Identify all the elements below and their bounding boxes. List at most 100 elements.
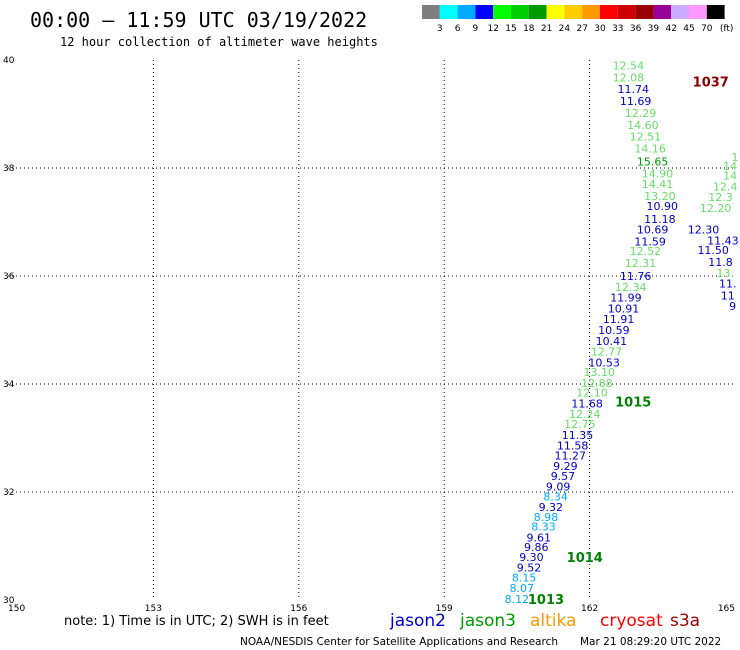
- wave-height-label: 12.3: [708, 191, 733, 204]
- wave-height-label: 12.51: [630, 131, 662, 144]
- color-scale-label: 15: [505, 24, 516, 34]
- color-swatch: [493, 5, 511, 19]
- wave-height-label: 10.41: [596, 335, 628, 348]
- wave-height-label: 9.29: [553, 460, 578, 473]
- wave-height-label: 13.10: [584, 366, 616, 379]
- color-swatch: [600, 5, 618, 19]
- wave-height-label: 9.32: [539, 501, 564, 514]
- satellite-legend: jason2 jason3 altika cryosat s3a: [389, 611, 700, 631]
- color-swatch: [689, 5, 707, 19]
- color-swatch: [617, 5, 636, 19]
- wave-height-label: 10.69: [637, 224, 669, 237]
- wave-height-label: 12.20: [700, 202, 732, 215]
- wave-height-label: 13.20: [644, 190, 676, 203]
- wave-height-label: 8.34: [543, 490, 568, 503]
- legend-entry: s3a: [670, 611, 700, 631]
- wave-height-label: 14: [723, 160, 737, 173]
- wave-height-label: 10.53: [588, 356, 620, 369]
- pressure-label: 1013: [528, 593, 564, 608]
- wave-height-label: 15.65: [637, 156, 669, 169]
- wave-height-label: 11.68: [571, 397, 603, 410]
- wave-height-label: 12.24: [569, 408, 601, 421]
- generated-timestamp: Mar 21 08:29:20 UTC 2022: [580, 636, 721, 648]
- pressure-label: 1015: [615, 395, 651, 410]
- color-swatch: [511, 5, 529, 19]
- color-swatch: [671, 5, 689, 19]
- wave-height-label: 12.88: [581, 377, 613, 390]
- color-swatch: [439, 5, 458, 19]
- color-scale-label: 45: [683, 24, 694, 34]
- wave-height-label: 11.35: [562, 429, 594, 442]
- wave-height-label: 14: [723, 170, 737, 183]
- color-swatch: [457, 5, 476, 19]
- wave-height-label: 8.98: [534, 511, 559, 524]
- wave-height-label: 9.57: [551, 470, 576, 483]
- color-swatch: [475, 5, 494, 19]
- wave-height-label: 12.34: [615, 281, 647, 294]
- wave-height-label: 9.09: [546, 481, 571, 494]
- pressure-label: 1014: [567, 551, 603, 566]
- wave-height-label: 9.86: [524, 541, 549, 554]
- legend-entry: cryosat: [600, 611, 663, 631]
- legend-entry: jason2: [389, 611, 446, 631]
- pressure-label: 1037: [693, 76, 729, 91]
- x-tick-label: 153: [145, 604, 162, 614]
- wave-height-label: 10.91: [608, 302, 640, 315]
- axis-ticks: 150 153 156 159 162 165 30 32 34 36 38 40: [3, 56, 735, 614]
- color-scale-label: 33: [612, 24, 623, 34]
- x-tick-label: 159: [436, 604, 453, 614]
- color-scale-label: 12: [487, 24, 498, 34]
- y-tick-label: 34: [3, 380, 15, 390]
- legend-entry: altika: [530, 611, 577, 631]
- wave-height-label: 14.90: [642, 167, 674, 180]
- wave-height-label: 14.41: [642, 178, 674, 191]
- color-swatch: [635, 5, 654, 19]
- color-swatch: [564, 5, 583, 19]
- wave-height-label: 11.18: [644, 213, 676, 226]
- wave-height-label: 12.75: [564, 418, 596, 431]
- data-points: 12.5412.0811.7411.6912.2914.6012.5114.16…: [505, 59, 739, 606]
- color-swatch: [706, 5, 725, 19]
- wave-height-label: 13.: [717, 267, 735, 280]
- x-tick-label: 165: [718, 604, 735, 614]
- wave-height-label: 9.30: [519, 551, 544, 564]
- color-swatch: [528, 5, 547, 19]
- x-tick-label: 162: [581, 604, 598, 614]
- color-swatch: [546, 5, 565, 19]
- wave-height-label: 12.77: [591, 346, 623, 359]
- y-tick-label: 36: [3, 272, 15, 282]
- wave-height-label: 12.08: [613, 71, 645, 84]
- color-scale-label: 42: [665, 24, 676, 34]
- color-scale-label: 24: [559, 24, 571, 34]
- wave-height-label: 11.8: [708, 256, 733, 269]
- wave-height-label: 10.59: [598, 324, 630, 337]
- color-scale-label: 6: [455, 24, 461, 34]
- wave-height-label: 14.16: [634, 143, 666, 156]
- y-tick-label: 38: [3, 164, 15, 174]
- wave-height-label: 9: [729, 300, 736, 313]
- color-scale-label: 36: [630, 24, 642, 34]
- wave-height-label: 11.27: [554, 449, 586, 462]
- wave-height-label: 12.10: [576, 387, 608, 400]
- chart-note: note: 1) Time is in UTC; 2) SWH is in fe…: [64, 614, 329, 629]
- wave-height-label: 1: [732, 151, 739, 164]
- wave-height-label: 12.54: [613, 59, 645, 72]
- wave-height-label: 9.61: [526, 531, 551, 544]
- y-tick-label: 32: [3, 488, 14, 498]
- wave-height-label: 11.: [719, 278, 737, 291]
- wave-height-label: 14.60: [627, 119, 659, 132]
- wave-height-label: 9.52: [517, 562, 542, 575]
- chart-title: 00:00 – 11:59 UTC 03/19/2022: [30, 8, 367, 32]
- y-tick-label: 40: [3, 56, 15, 66]
- wave-height-label: 11.76: [620, 270, 652, 283]
- x-tick-label: 156: [290, 604, 307, 614]
- wave-height-label: 11.69: [620, 95, 652, 108]
- x-tick-label: 150: [8, 604, 25, 614]
- color-swatch: [653, 5, 672, 19]
- wave-height-label: 12.29: [625, 107, 657, 120]
- color-scale-label: 30: [594, 24, 606, 34]
- color-scale-label: 3: [437, 24, 443, 34]
- wave-height-label: 8.12: [505, 593, 530, 606]
- color-scale-label: 70: [701, 24, 713, 34]
